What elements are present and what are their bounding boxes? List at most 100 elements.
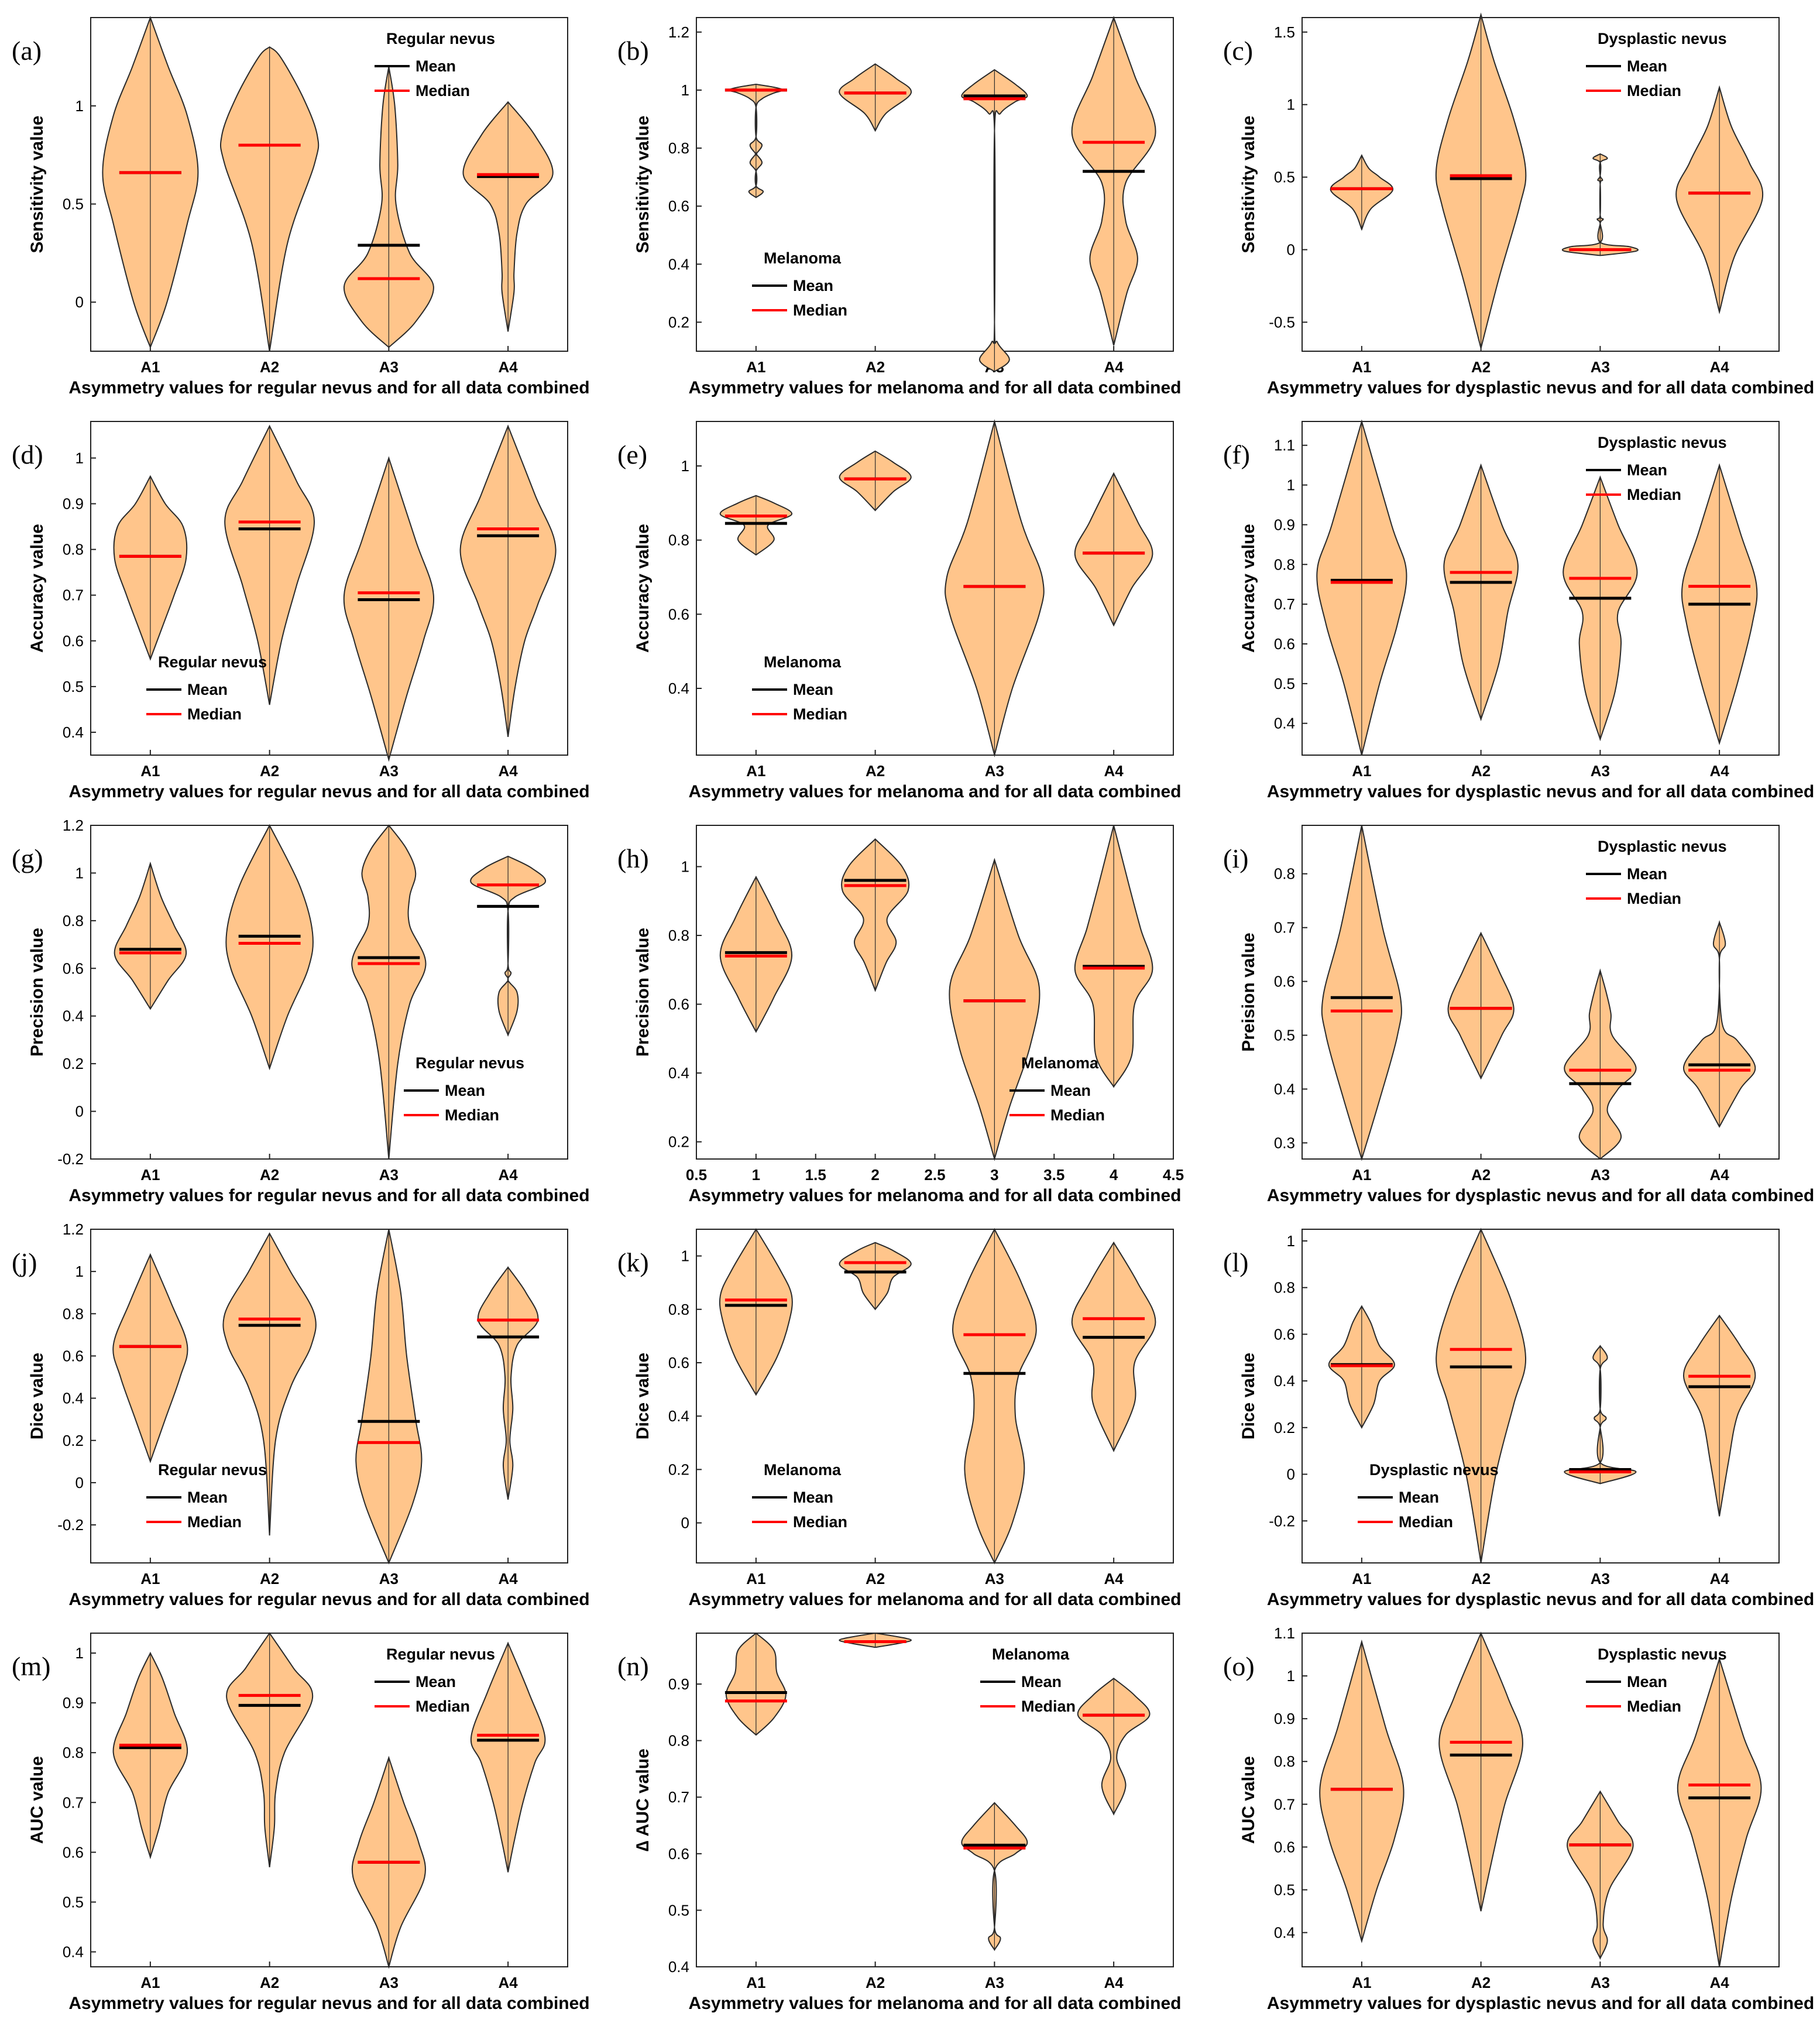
legend-median-label: Median	[1399, 1513, 1453, 1531]
y-tick-label: 0	[1287, 1466, 1295, 1483]
violin-A1	[113, 475, 188, 661]
legend-mean-label: Mean	[187, 681, 228, 698]
x-tick-label: A2	[1471, 1570, 1491, 1587]
x-tick-label: A2	[866, 358, 885, 376]
legend-median-label: Median	[1021, 1698, 1076, 1715]
legend-median-label: Median	[793, 1513, 847, 1531]
panel-letter: (j)	[12, 1247, 37, 1277]
y-tick-label: 0.6	[63, 959, 84, 977]
legend-title: Dysplastic nevus	[1598, 434, 1727, 451]
violin-A4	[1677, 1657, 1762, 1967]
y-tick-label: 0.4	[63, 1943, 84, 1960]
panel-letter: (h)	[617, 844, 649, 873]
violin-A2	[219, 46, 320, 352]
y-tick-label: 0.9	[63, 1694, 84, 1712]
panel-letter: (c)	[1223, 36, 1253, 66]
y-tick-label: 0.6	[668, 1845, 689, 1863]
violin-A1	[1330, 154, 1393, 231]
legend-median-label: Median	[793, 705, 847, 723]
x-tick-label: A2	[1471, 762, 1491, 780]
violin-A2	[226, 1632, 314, 1868]
x-tick-label: A3	[985, 1570, 1004, 1587]
y-tick-label: 0	[681, 1514, 689, 1532]
y-tick-label: 0	[75, 1103, 84, 1120]
x-tick-label: A4	[1710, 1570, 1730, 1587]
violin-A2	[839, 450, 912, 512]
x-axis-label: Asymmetry values for regular nevus and f…	[68, 1590, 589, 1609]
legend-mean-label: Mean	[1399, 1489, 1439, 1506]
y-tick-label: 0.4	[63, 724, 84, 741]
legend-mean-label: Mean	[1627, 865, 1667, 883]
y-tick-label: 0.6	[1274, 973, 1295, 990]
x-tick-label: A3	[379, 762, 399, 780]
x-tick-label: A1	[1352, 358, 1371, 376]
x-tick-label: A2	[260, 1974, 279, 1991]
y-tick-label: 0.8	[668, 1732, 689, 1750]
x-tick-label: A2	[260, 358, 279, 376]
legend-mean-label: Mean	[1627, 461, 1667, 479]
panel-letter: (n)	[617, 1651, 649, 1681]
y-tick-label: 0.4	[668, 1064, 689, 1082]
x-tick-label: A2	[1471, 358, 1491, 376]
legend-mean-label: Mean	[415, 57, 456, 75]
legend-median-label: Median	[187, 1513, 242, 1531]
x-tick-label: 1.5	[805, 1166, 826, 1184]
y-tick-label: 0.4	[1274, 1372, 1295, 1390]
y-tick-label: 1	[75, 1644, 84, 1662]
chart-panel-j: (j) -0.2 0 0.2 0.4 0.6 0.8 1 1.2 A1 A2 A3 A4 Asymmetr…	[12, 1220, 590, 1609]
x-tick-label: A3	[1591, 1166, 1610, 1184]
violin-3	[949, 858, 1041, 1161]
chart-panel-k: (k) 0 0.2 0.4 0.6 0.8 1 A1 A2 A3 A4 Asymmetry value…	[617, 1227, 1181, 1609]
violin-A1	[724, 83, 787, 198]
legend-mean-label: Mean	[793, 681, 833, 698]
x-tick-label: A1	[1352, 1166, 1371, 1184]
violin-A2	[224, 424, 315, 705]
panel-letter: (o)	[1223, 1651, 1255, 1681]
violin-A1	[112, 1651, 188, 1860]
violin-A3	[1564, 968, 1637, 1160]
y-tick-label: 0.8	[668, 1301, 689, 1318]
violin-A4	[1077, 1678, 1151, 1816]
y-axis-label: Dice value	[633, 1353, 653, 1439]
violin-4	[1074, 825, 1153, 1088]
violin-A3	[343, 456, 435, 762]
legend-mean-label: Mean	[445, 1082, 485, 1099]
y-tick-label: 0.9	[668, 1675, 689, 1693]
legend-mean-label: Mean	[793, 277, 833, 294]
x-axis-label: Asymmetry values for dysplastic nevus an…	[1267, 1590, 1814, 1609]
y-tick-label: 0.8	[668, 927, 689, 944]
x-axis-label: Asymmetry values for melanoma and for al…	[689, 378, 1182, 397]
y-tick-label: 0.6	[1274, 1325, 1295, 1343]
legend-title: Regular nevus	[158, 653, 267, 671]
y-tick-label: 0.8	[1274, 1753, 1295, 1770]
y-tick-label: 0.6	[1274, 635, 1295, 653]
y-tick-label: -0.2	[57, 1150, 84, 1168]
y-tick-label: 0.2	[668, 1460, 689, 1478]
y-axis-label: Dice value	[1239, 1353, 1258, 1439]
x-tick-label: A4	[499, 1166, 518, 1184]
x-axis-label: Asymmetry values for melanoma and for al…	[689, 1186, 1182, 1205]
x-tick-label: 3.5	[1043, 1166, 1064, 1184]
y-axis-label: Preision value	[1239, 932, 1258, 1051]
y-tick-label: 0.4	[668, 255, 689, 273]
violin-A1	[112, 1253, 188, 1463]
violin-A1	[114, 861, 187, 1010]
legend: Regular nevus Mean Median	[146, 653, 267, 723]
violin-A2	[225, 824, 314, 1071]
y-tick-label: 0.2	[1274, 1419, 1295, 1436]
y-tick-label: 0.4	[1274, 715, 1295, 732]
violin-A3	[351, 824, 427, 1160]
legend-mean-label: Mean	[415, 1673, 456, 1691]
y-axis-label: Dice value	[28, 1353, 47, 1439]
y-axis-label: Accuracy value	[633, 524, 653, 653]
y-tick-label: 0.5	[63, 678, 84, 695]
violin-A4	[470, 1641, 546, 1873]
legend-median-label: Median	[1627, 486, 1681, 503]
chart-panel-a: (a) 0 0.5 1 A1 A2 A3 A4 Asymmetry values for reg…	[12, 16, 590, 397]
y-axis-label: Precision value	[28, 928, 47, 1057]
y-tick-label: 0.4	[63, 1390, 84, 1407]
y-tick-label: 0.5	[1274, 675, 1295, 692]
x-tick-label: A1	[746, 358, 765, 376]
y-tick-label: 0.6	[668, 996, 689, 1013]
legend: Melanoma Mean Median	[752, 1461, 847, 1531]
